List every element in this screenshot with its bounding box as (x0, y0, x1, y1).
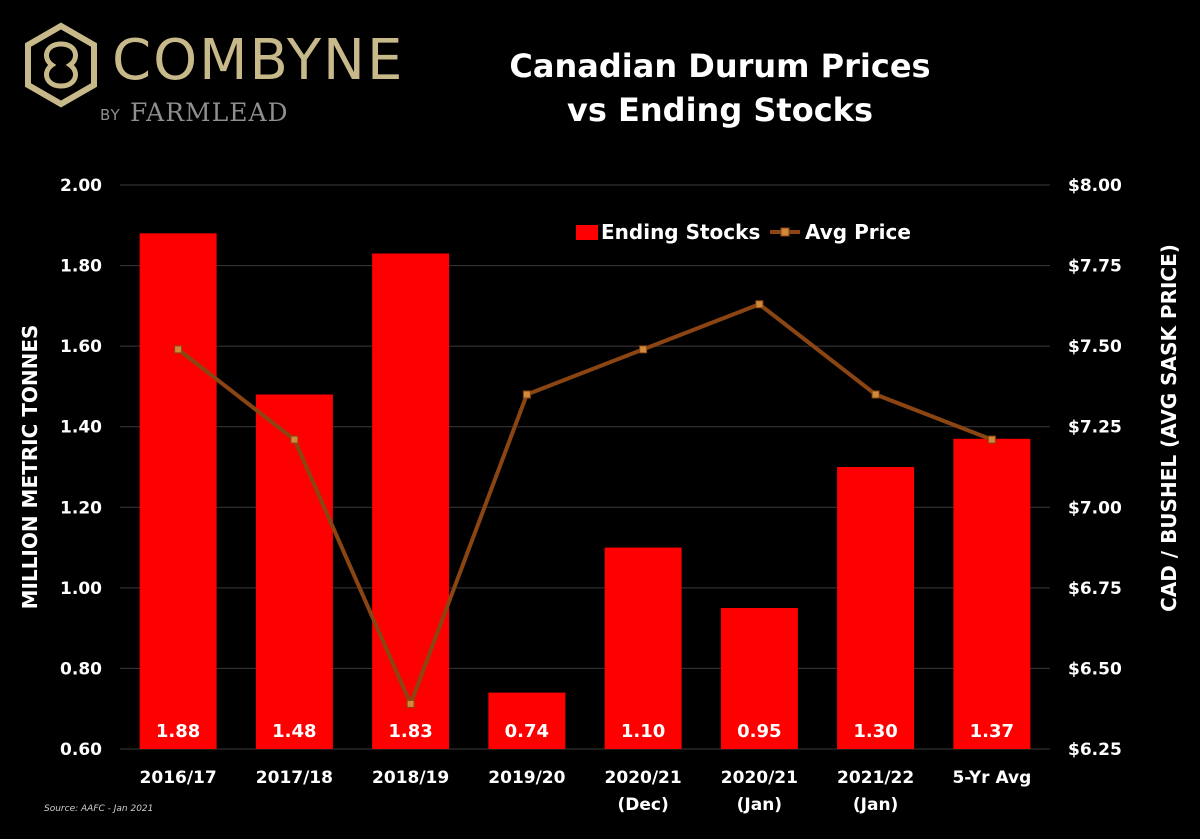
point-avg-price (522, 390, 531, 399)
left-axis-title: MILLION METRIC TONNES (18, 325, 42, 610)
left-tick-label: 0.60 (60, 740, 102, 760)
bar-data-label: 1.48 (272, 721, 316, 742)
x-tick-label: 2021/22 (837, 768, 914, 788)
x-tick-label: 2020/21 (721, 768, 798, 788)
left-tick-label: 2.00 (60, 176, 102, 196)
bar-data-label: 1.88 (156, 721, 200, 742)
bar-data-label: 1.83 (388, 721, 432, 742)
x-tick-label: 2017/18 (256, 768, 333, 788)
x-tick-label: 2019/20 (488, 768, 565, 788)
brand-logo: COMBYNE BY FARMLEAD (22, 22, 402, 142)
left-tick-label: 1.60 (60, 337, 102, 357)
left-tick-label: 1.00 (60, 579, 102, 599)
bar-ending-stocks (255, 394, 333, 749)
bar-data-label: 1.30 (853, 721, 897, 742)
bar-ending-stocks (837, 467, 915, 749)
x-tick-label: 2020/21 (605, 768, 682, 788)
x-tick-label: 2016/17 (140, 768, 217, 788)
bar-ending-stocks (488, 692, 566, 749)
left-tick-label: 1.20 (60, 498, 102, 518)
right-tick-label: $8.00 (1068, 176, 1122, 196)
point-avg-price (290, 435, 299, 444)
right-tick-label: $7.00 (1068, 498, 1122, 518)
x-tick-label: 2018/19 (372, 768, 449, 788)
legend-marker-avg-price (780, 227, 790, 237)
legend-swatch-ending-stocks (576, 225, 598, 240)
x-tick-label: (Jan) (853, 795, 898, 815)
bar-ending-stocks (720, 608, 798, 749)
point-avg-price (406, 699, 415, 708)
left-tick-label: 1.40 (60, 418, 102, 438)
point-avg-price (174, 345, 183, 354)
point-avg-price (987, 435, 996, 444)
bar-ending-stocks (139, 233, 217, 750)
bar-data-label: 1.10 (621, 721, 665, 742)
bar-data-label: 0.95 (737, 721, 781, 742)
right-tick-label: $7.25 (1068, 418, 1122, 438)
point-avg-price (871, 390, 880, 399)
chart-title-line2: vs Ending Stocks (566, 91, 873, 129)
right-tick-label: $6.25 (1068, 740, 1122, 760)
brand-by: BY (100, 106, 121, 124)
chart-title: Canadian Durum Prices vs Ending Stocks (420, 44, 1020, 132)
right-axis-title: CAD / BUSHEL (AVG SASK PRICE) (1157, 244, 1181, 612)
chart-title-line1: Canadian Durum Prices (509, 47, 931, 85)
source-note: Source: AAFC - Jan 2021 (44, 804, 154, 814)
x-tick-label: 5-Yr Avg (952, 768, 1031, 788)
brand-partner: FARMLEAD (130, 98, 289, 127)
right-tick-label: $6.50 (1068, 659, 1122, 679)
left-tick-label: 0.80 (60, 659, 102, 679)
bar-ending-stocks (953, 438, 1031, 749)
right-tick-label: $6.75 (1068, 579, 1122, 599)
point-avg-price (755, 300, 764, 309)
left-tick-label: 1.80 (60, 257, 102, 277)
x-tick-label: (Dec) (617, 795, 668, 815)
point-avg-price (639, 345, 648, 354)
legend-label-avg-price: Avg Price (805, 220, 911, 244)
right-tick-label: $7.50 (1068, 337, 1122, 357)
bar-data-label: 0.74 (505, 721, 549, 742)
legend-label-ending-stocks: Ending Stocks (601, 220, 760, 244)
right-tick-label: $7.75 (1068, 257, 1122, 277)
x-tick-label: (Jan) (737, 795, 782, 815)
combyne-logo-icon (25, 22, 97, 108)
bar-ending-stocks (372, 253, 450, 749)
brand-name: COMBYNE (112, 28, 405, 93)
bar-ending-stocks (604, 547, 682, 749)
line-avg-price (176, 302, 993, 706)
bar-data-label: 1.37 (970, 721, 1014, 742)
